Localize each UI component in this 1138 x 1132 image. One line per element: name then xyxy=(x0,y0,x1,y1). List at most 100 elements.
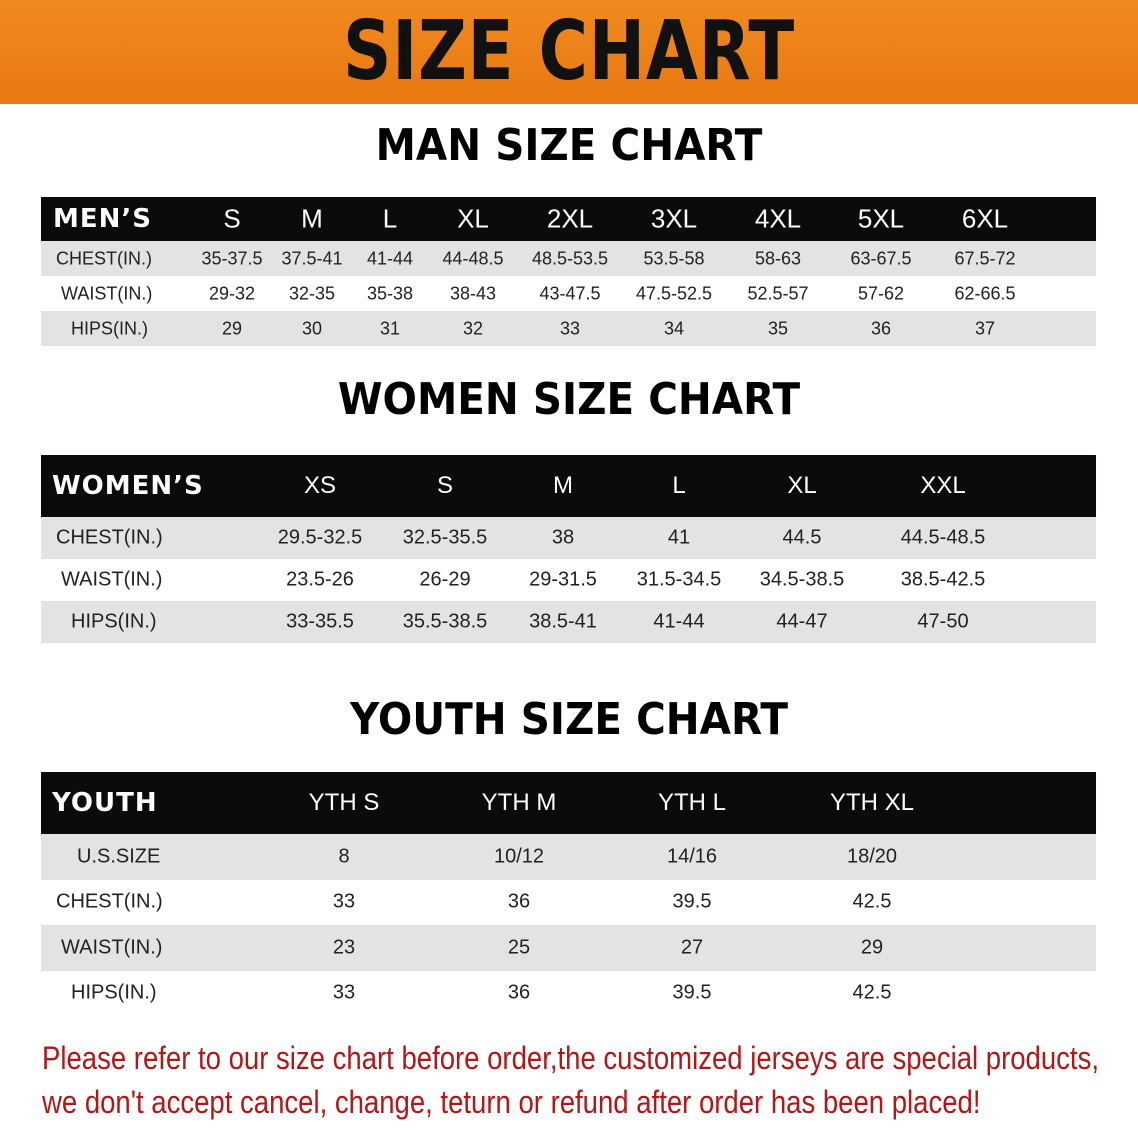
youth-size-header: YTH XL xyxy=(829,789,915,816)
table-cell: 67.5-72 xyxy=(954,248,1016,268)
table-cell: 32-35 xyxy=(288,283,336,303)
table-cell: 35 xyxy=(767,318,789,338)
table-cell: 29-32 xyxy=(208,283,256,303)
table-cell: 33 xyxy=(332,890,356,913)
youth-size-header: YTH S xyxy=(308,789,380,816)
table-cell: 14/16 xyxy=(666,845,718,868)
table-cell: 30 xyxy=(301,318,323,338)
women-table-row: HIPS(IN.) 33-35.5 35.5-38.5 38.5-41 41-44 44-… xyxy=(41,601,1096,643)
table-cell: 44.5-48.5 xyxy=(900,526,986,549)
table-cell: 37.5-41 xyxy=(281,248,343,268)
men-table-row: HIPS(IN.) 29 30 31 32 33 34 35 36 37 xyxy=(41,311,1096,346)
women-size-header: M xyxy=(553,472,573,499)
row-label: HIPS(IN.) xyxy=(71,318,149,338)
table-cell: 27 xyxy=(680,936,704,959)
table-cell: 58-63 xyxy=(754,248,802,268)
table-cell: 53.5-58 xyxy=(643,248,705,268)
table-cell: 42.5 xyxy=(852,981,892,1004)
women-size-header: S xyxy=(436,472,454,499)
table-cell: 47.5-52.5 xyxy=(635,283,713,303)
main-title: SIZE CHART xyxy=(342,4,796,99)
table-cell: 29-31.5 xyxy=(529,568,597,591)
women-size-header: XXL xyxy=(920,472,966,499)
table-cell: 47-50 xyxy=(917,610,969,633)
row-label: CHEST(IN.) xyxy=(56,248,152,268)
table-cell: 35-37.5 xyxy=(201,248,263,268)
men-section-title: MAN SIZE CHART xyxy=(375,120,763,171)
youth-size-header: YTH L xyxy=(657,789,727,816)
notice-line-2: we don't accept cancel, change, teturn o… xyxy=(42,1084,981,1120)
table-cell: 37 xyxy=(974,318,996,338)
table-cell: 18/20 xyxy=(846,845,898,868)
table-cell: 31 xyxy=(379,318,401,338)
table-cell: 38.5-42.5 xyxy=(900,568,986,591)
youth-table-row: HIPS(IN.) 33 36 39.5 42.5 xyxy=(41,970,1096,1016)
table-cell: 25 xyxy=(507,936,531,959)
youth-header-row: YOUTH YTH S YTH M YTH L YTH XL xyxy=(41,772,1096,834)
youth-table-row: CHEST(IN.) 33 36 39.5 42.5 xyxy=(41,879,1096,925)
table-cell: 31.5-34.5 xyxy=(636,568,722,591)
table-cell: 39.5 xyxy=(672,981,712,1004)
table-cell: 10/12 xyxy=(493,845,545,868)
table-cell: 38 xyxy=(551,526,575,549)
table-cell: 39.5 xyxy=(672,890,712,913)
table-cell: 29 xyxy=(860,936,884,959)
table-cell: 33 xyxy=(332,981,356,1004)
table-cell: 35.5-38.5 xyxy=(402,610,488,633)
table-cell: 52.5-57 xyxy=(747,283,809,303)
youth-section-title: YOUTH SIZE CHART xyxy=(350,694,788,745)
table-cell: 32 xyxy=(462,318,484,338)
table-cell: 33-35.5 xyxy=(286,610,354,633)
men-table-row: CHEST(IN.) 35-37.5 37.5-41 41-44 44-48.5 48.5… xyxy=(41,241,1096,276)
men-table-row: WAIST(IN.) 29-32 32-35 35-38 38-43 43-47.5 47.… xyxy=(41,276,1096,311)
table-cell: 57-62 xyxy=(857,283,905,303)
men-header-row: MEN’S S M L XL 2XL 3XL 4XL 5XL 6XL xyxy=(41,197,1096,241)
row-label: WAIST(IN.) xyxy=(61,568,163,591)
row-label: WAIST(IN.) xyxy=(61,936,163,959)
women-table-row: CHEST(IN.) 29.5-32.5 32.5-35.5 38 41 44.5 44.5… xyxy=(41,517,1096,559)
women-size-table: WOMEN’S XS S M L XL XXL CHEST(IN.) 29.5-32.5 32.5… xyxy=(41,455,1096,643)
table-cell: 33 xyxy=(559,318,581,338)
youth-table-row: WAIST(IN.) 23 25 27 29 xyxy=(41,925,1096,971)
table-cell: 23.5-26 xyxy=(286,568,354,591)
men-size-header: L xyxy=(382,203,398,234)
youth-table-row: U.S.SIZE 8 10/12 14/16 18/20 xyxy=(41,834,1096,880)
table-cell: 43-47.5 xyxy=(539,283,601,303)
table-cell: 34 xyxy=(663,318,685,338)
table-cell: 36 xyxy=(507,890,531,913)
notice-line-1: Please refer to our size chart before or… xyxy=(42,1040,1099,1076)
men-size-header: S xyxy=(223,203,241,234)
women-size-header: L xyxy=(672,472,686,499)
table-cell: 38.5-41 xyxy=(529,610,597,633)
table-cell: 44-47 xyxy=(776,610,828,633)
table-cell: 26-29 xyxy=(419,568,471,591)
men-size-header: 2XL xyxy=(546,203,594,234)
women-header-row: WOMEN’S XS S M L XL XXL xyxy=(41,455,1096,517)
row-label: CHEST(IN.) xyxy=(56,890,163,913)
table-cell: 41 xyxy=(667,526,691,549)
table-cell: 8 xyxy=(338,845,350,868)
table-cell: 41-44 xyxy=(653,610,705,633)
men-size-header: XL xyxy=(457,203,489,234)
table-cell: 34.5-38.5 xyxy=(759,568,845,591)
youth-size-table: YOUTH YTH S YTH M YTH L YTH XL U.S.SIZE 8 10/12… xyxy=(41,772,1096,1016)
women-header-label: WOMEN’S xyxy=(52,471,204,501)
title-banner: SIZE CHART xyxy=(0,0,1138,104)
table-cell: 44.5 xyxy=(782,526,822,549)
table-cell: 36 xyxy=(507,981,531,1004)
table-cell: 44-48.5 xyxy=(442,248,504,268)
row-label: U.S.SIZE xyxy=(77,845,161,868)
table-cell: 62-66.5 xyxy=(954,283,1016,303)
women-size-header: XS xyxy=(303,472,337,499)
women-table-row: WAIST(IN.) 23.5-26 26-29 29-31.5 31.5-34.5 34… xyxy=(41,559,1096,601)
youth-size-header: YTH M xyxy=(481,789,557,816)
men-size-header: 5XL xyxy=(857,203,905,234)
men-size-table: MEN’S S M L XL 2XL 3XL 4XL 5XL 6XL CHEST(IN.) 35-37… xyxy=(41,197,1096,346)
table-cell: 29.5-32.5 xyxy=(277,526,363,549)
table-cell: 42.5 xyxy=(852,890,892,913)
table-cell: 38-43 xyxy=(449,283,497,303)
table-cell: 35-38 xyxy=(366,283,414,303)
row-label: HIPS(IN.) xyxy=(71,610,157,633)
table-cell: 36 xyxy=(870,318,892,338)
men-size-header: 4XL xyxy=(754,203,802,234)
